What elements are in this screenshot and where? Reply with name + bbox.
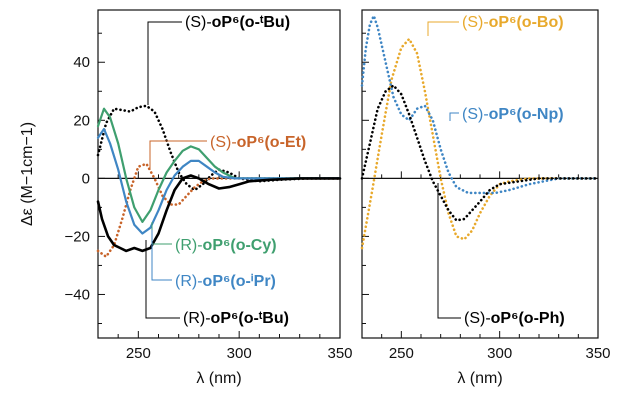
annotation-leader-line <box>147 21 182 105</box>
annotation-label-R_tBu: (R)-oP⁶(o-ᵗBu) <box>183 310 289 327</box>
y-tick-label: −20 <box>65 228 90 245</box>
series-line-S_Bo <box>360 37 600 250</box>
left-panel: 250 300 350 40 20 0 −20 −40 <box>65 9 353 362</box>
series-line-R_iPr <box>96 127 342 235</box>
annotation-label-S_Ph: (S)-oP⁶(o-Ph) <box>464 310 565 327</box>
series-line-R_tBu <box>96 174 342 253</box>
y-tick-label: 20 <box>73 112 90 129</box>
y-tick-label: −40 <box>65 286 90 303</box>
annotation-label-S_Bo: (S)-oP⁶(o-Bo) <box>462 14 564 31</box>
annotation-label-S_tBu: (S)-oP⁶(o-ᵗBu) <box>185 14 290 31</box>
annotation-leader-line <box>145 240 180 319</box>
annotation-label-R_iPr: (R)-oP⁶(o-ⁱPr) <box>175 273 276 290</box>
x-tick-label: 350 <box>327 345 352 362</box>
x-axis-label-right: λ (nm) <box>457 370 502 387</box>
series-line-S_Ph <box>360 84 600 222</box>
annotation-leader-line <box>151 230 172 281</box>
annotation-leader-line <box>437 183 461 319</box>
annotation-label-S_Et: (S)-oP⁶(o-Et) <box>210 134 306 151</box>
annotation-leader-line <box>449 112 459 121</box>
x-tick-label: 300 <box>227 345 252 362</box>
series-line-R_Cy <box>96 107 342 223</box>
y-tick-label: 0 <box>82 170 90 187</box>
plot-frame <box>361 9 599 339</box>
x-tick-label: 250 <box>389 345 414 362</box>
annotation-leader-line <box>149 140 207 170</box>
y-axis-label: Δε (M−1cm−1) <box>19 122 36 226</box>
y-tick-label: 40 <box>73 54 90 71</box>
annotation-leader-line <box>427 21 459 36</box>
x-tick-label: 300 <box>487 345 512 362</box>
annotation-label-S_Np: (S)-oP⁶(o-Np) <box>462 106 564 123</box>
x-tick-label: 250 <box>126 345 151 362</box>
x-axis-label-left: λ (nm) <box>196 370 241 387</box>
series-line-S_Np <box>360 14 600 195</box>
series-annotations: (S)-oP⁶(o-ᵗBu) (S)-oP⁶(o-Et) (R)-oP⁶(o-Cy)… <box>145 14 565 327</box>
right-panel: 250 300 350 <box>360 9 611 362</box>
x-tick-label: 350 <box>585 345 610 362</box>
annotation-label-R_Cy: (R)-oP⁶(o-Cy) <box>175 237 277 254</box>
